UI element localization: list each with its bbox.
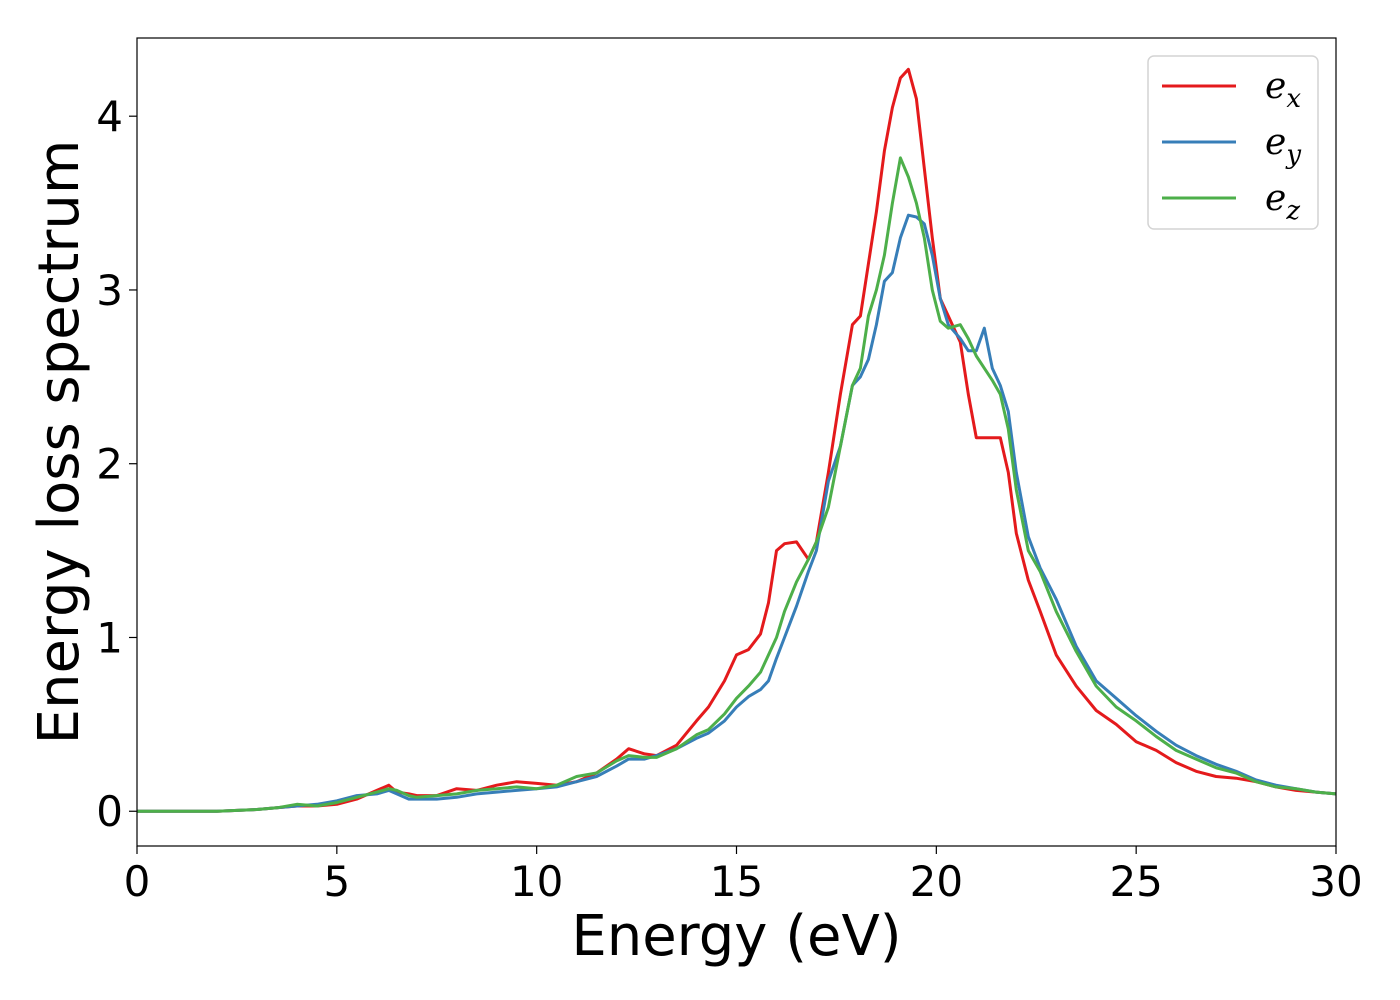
x-tick-label: 30 [1309, 857, 1362, 906]
y-tick-label: 3 [96, 266, 123, 315]
legend-label-ex: ex [1265, 66, 1301, 114]
series-line-ez [137, 156, 1336, 813]
x-tick-label: 0 [124, 857, 151, 906]
x-tick-label: 20 [910, 857, 963, 906]
legend-label-ey: ey [1265, 122, 1301, 170]
y-tick-label: 0 [96, 787, 123, 836]
x-tick-label: 5 [323, 857, 350, 906]
y-axis-label: Energy loss spectrum [27, 140, 92, 745]
x-axis-label: Energy (eV) [571, 904, 901, 969]
y-axis-ticks: 0 1 2 3 4 [96, 92, 137, 836]
x-tick-label: 10 [510, 857, 563, 906]
y-tick-label: 4 [96, 92, 123, 141]
legend-label-ez: ez [1265, 178, 1300, 226]
x-tick-label: 25 [1109, 857, 1162, 906]
series-line-ey [137, 213, 1336, 813]
x-tick-label: 15 [710, 857, 763, 906]
legend: ex ey ez [1147, 55, 1319, 230]
y-tick-label: 2 [96, 440, 123, 489]
x-axis-ticks: 0 5 10 15 20 25 30 [124, 846, 1363, 906]
y-tick-label: 1 [96, 613, 123, 662]
